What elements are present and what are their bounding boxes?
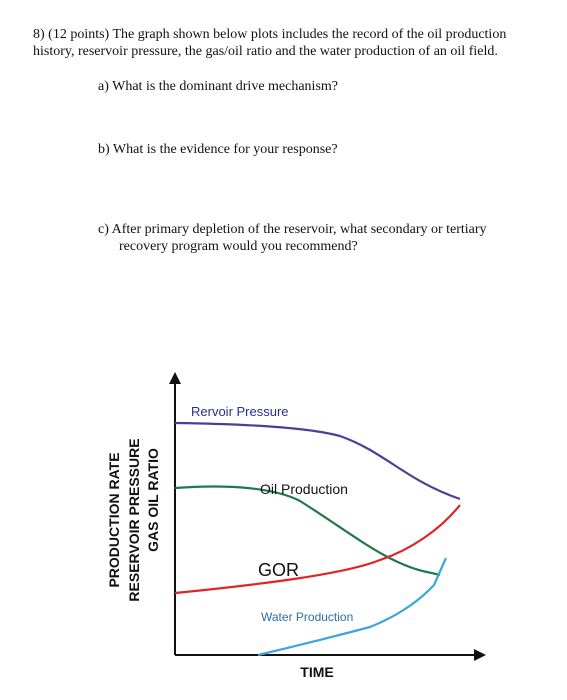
gor-curve bbox=[174, 504, 461, 595]
water-production-label: Water Production bbox=[261, 610, 353, 624]
sub-question-b: b) What is the evidence for your respons… bbox=[98, 141, 338, 158]
y-axis-arrow-icon bbox=[169, 372, 181, 384]
oil-production-curve bbox=[174, 485, 441, 577]
x-axis-label: TIME bbox=[300, 664, 333, 680]
question-line-1: 8) (12 points) The graph shown below plo… bbox=[33, 27, 507, 42]
y-axis-label-reservoir-pressure: RESERVOIR PRESSURE bbox=[126, 438, 142, 601]
sub-question-a: a) What is the dominant drive mechanism? bbox=[98, 78, 338, 95]
sub-question-c-line-1: c) After primary depletion of the reserv… bbox=[98, 222, 487, 237]
sub-question-c: c) After primary depletion of the reserv… bbox=[98, 221, 487, 255]
oil-production-label: Oil Production bbox=[260, 481, 348, 497]
reservoir-pressure-label: Rervoir Pressure bbox=[191, 404, 289, 419]
reservoir-pressure-curve bbox=[174, 421, 461, 501]
question-line-2: history, reservoir pressure, the gas/oil… bbox=[33, 44, 498, 59]
water-production-curve bbox=[257, 557, 448, 657]
sub-question-a-text: a) What is the dominant drive mechanism? bbox=[98, 79, 339, 94]
sub-question-c-line-2: recovery program would you recommend? bbox=[119, 239, 358, 254]
production-graph: PRODUCTION RATE RESERVOIR PRESSURE GAS O… bbox=[106, 372, 486, 680]
gor-label: GOR bbox=[258, 560, 299, 580]
y-axis-label-gas-oil-ratio: GAS OIL RATIO bbox=[145, 448, 161, 552]
y-axis-label-production-rate: PRODUCTION RATE bbox=[106, 452, 122, 587]
x-axis-arrow-icon bbox=[474, 649, 486, 661]
question-header: 8) (12 points) The graph shown below plo… bbox=[33, 26, 543, 60]
sub-question-b-text: b) What is the evidence for your respons… bbox=[98, 142, 338, 157]
